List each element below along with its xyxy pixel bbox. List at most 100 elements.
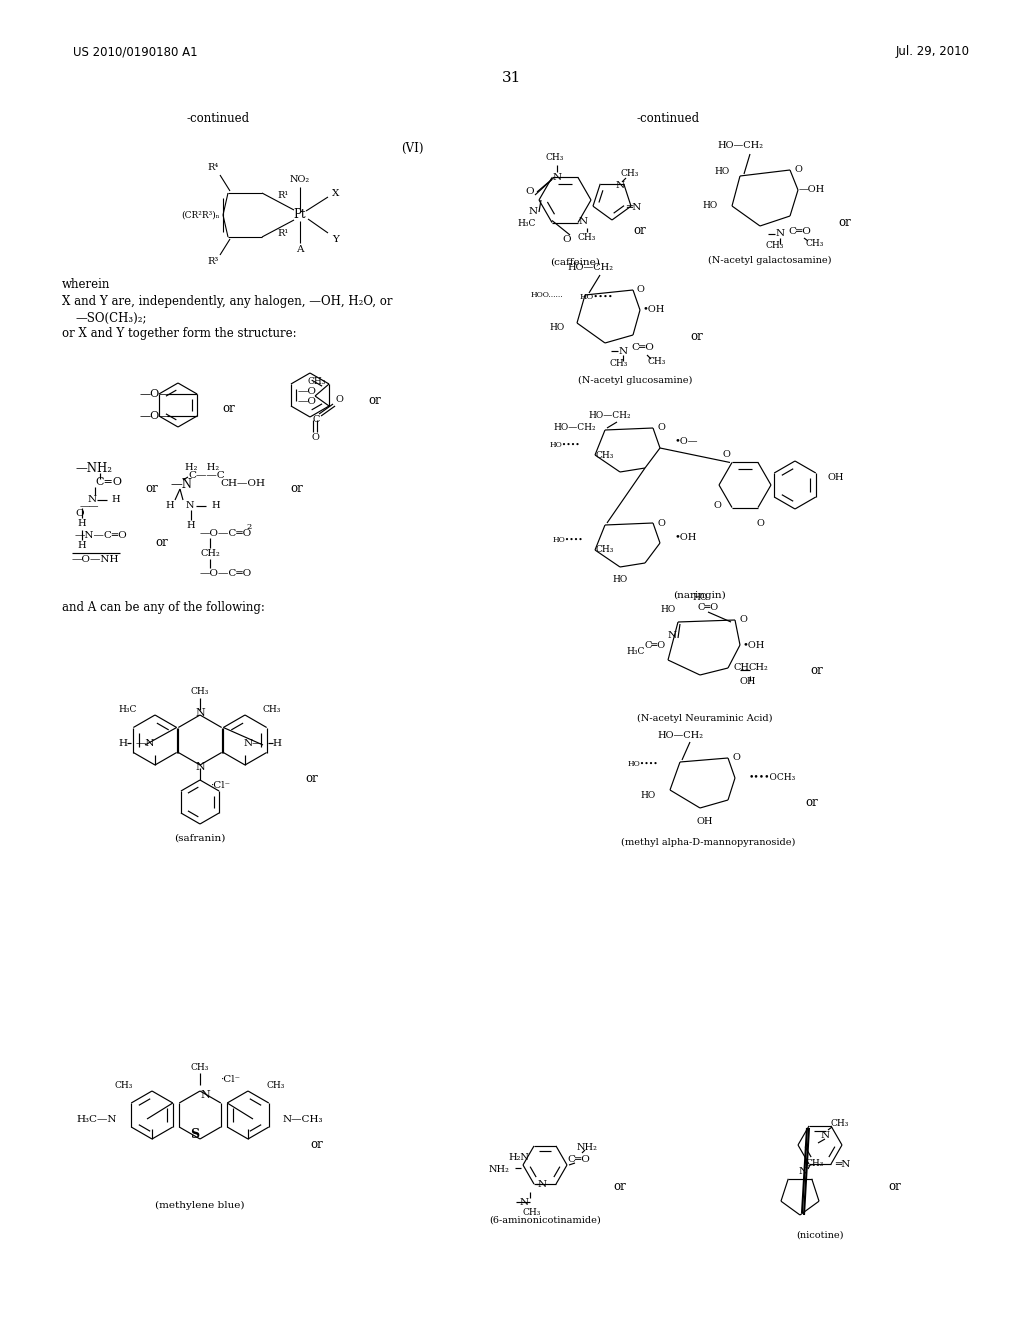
Text: HO: HO <box>692 594 708 602</box>
Text: CH₃: CH₃ <box>190 1063 209 1072</box>
Text: or: or <box>290 482 303 495</box>
Text: CH₃: CH₃ <box>267 1081 286 1089</box>
Text: C: C <box>312 414 319 424</box>
Text: O: O <box>732 754 740 763</box>
Text: H₂N: H₂N <box>509 1154 529 1163</box>
Text: N: N <box>579 218 588 227</box>
Text: •OH: •OH <box>643 305 666 314</box>
Text: —OH: —OH <box>799 186 825 194</box>
Text: HO••••: HO•••• <box>628 760 658 768</box>
Text: HO—CH₂: HO—CH₂ <box>717 141 763 150</box>
Text: O: O <box>713 500 721 510</box>
Text: CH: CH <box>734 664 750 672</box>
Text: ·Cl⁻: ·Cl⁻ <box>210 781 230 791</box>
Text: HO••••: HO•••• <box>549 441 580 449</box>
Text: CH₃: CH₃ <box>830 1118 849 1127</box>
Text: or: or <box>805 796 818 808</box>
Text: O: O <box>657 424 665 433</box>
Text: H: H <box>119 738 128 747</box>
Text: H: H <box>272 738 282 747</box>
Text: N—CH₃: N—CH₃ <box>283 1115 324 1125</box>
Text: or: or <box>368 393 381 407</box>
Text: CH—OH: CH—OH <box>220 479 265 488</box>
Text: H₃C: H₃C <box>627 648 645 656</box>
Text: or: or <box>888 1180 901 1193</box>
Text: CH₃: CH₃ <box>263 705 282 714</box>
Text: Y: Y <box>333 235 339 243</box>
Text: or: or <box>613 1180 626 1193</box>
Text: N—: N— <box>244 738 263 747</box>
Text: CH₃: CH₃ <box>578 234 596 243</box>
Text: 31: 31 <box>503 71 521 84</box>
Text: OH: OH <box>696 817 714 826</box>
Text: ═N: ═N <box>836 1159 851 1168</box>
Text: CH₂: CH₂ <box>200 549 220 558</box>
Text: HO••••: HO•••• <box>580 293 613 301</box>
Text: HO: HO <box>702 202 718 210</box>
Text: HO••••: HO•••• <box>552 536 583 544</box>
Text: NH₂: NH₂ <box>577 1143 597 1151</box>
Text: —O—NH: —O—NH <box>72 554 120 564</box>
Text: —SO(CH₃)₂;: —SO(CH₃)₂; <box>75 312 146 325</box>
Text: —N—C═O: —N—C═O <box>75 531 128 540</box>
Text: ——: —— <box>80 503 99 511</box>
Text: H: H <box>166 502 174 511</box>
Text: H₃C: H₃C <box>119 705 137 714</box>
Text: O: O <box>756 519 764 528</box>
Text: C——C: C——C <box>188 471 224 480</box>
Text: HO—CH₂: HO—CH₂ <box>554 424 596 433</box>
Text: •O—: •O— <box>675 437 698 446</box>
Text: HO: HO <box>612 576 628 585</box>
Text: HO: HO <box>641 791 656 800</box>
Text: CH₃: CH₃ <box>115 1081 133 1089</box>
Text: H: H <box>78 541 86 550</box>
Text: ••••OCH₃: ••••OCH₃ <box>749 774 797 783</box>
Text: C═O: C═O <box>697 603 719 612</box>
Text: (N-acetyl glucosamine): (N-acetyl glucosamine) <box>578 375 692 384</box>
Text: or: or <box>838 216 851 230</box>
Text: (caffeine): (caffeine) <box>550 257 600 267</box>
Text: O: O <box>311 433 319 442</box>
Text: N: N <box>538 1180 547 1188</box>
Text: CH₃: CH₃ <box>610 359 628 367</box>
Text: O: O <box>335 396 343 404</box>
Text: 2: 2 <box>247 523 252 531</box>
Text: R⁴: R⁴ <box>208 164 219 173</box>
Text: or X and Y together form the structure:: or X and Y together form the structure: <box>62 327 297 341</box>
Text: or: or <box>305 771 317 784</box>
Text: N: N <box>552 173 561 182</box>
Text: C=O: C=O <box>95 477 122 487</box>
Text: X and Y are, independently, any halogen, —OH, H₂O, or: X and Y are, independently, any halogen,… <box>62 296 392 309</box>
Text: HO—CH₂: HO—CH₂ <box>567 263 613 272</box>
Text: R³: R³ <box>208 257 219 267</box>
Text: H: H <box>186 521 196 531</box>
Text: CH₃: CH₃ <box>806 239 824 248</box>
Text: CH₃: CH₃ <box>596 545 614 554</box>
Text: —O—C═O: —O—C═O <box>200 528 252 537</box>
Text: H: H <box>111 495 120 504</box>
Text: OH: OH <box>827 473 844 482</box>
Text: C═O: C═O <box>567 1155 591 1164</box>
Text: or: or <box>690 330 702 343</box>
Text: C═O: C═O <box>644 640 666 649</box>
Text: (VI): (VI) <box>400 141 423 154</box>
Text: N: N <box>88 495 97 504</box>
Text: HOO......: HOO...... <box>530 290 563 300</box>
Text: CH₃: CH₃ <box>806 1159 824 1167</box>
Text: —O: —O <box>298 397 316 407</box>
Text: •OH: •OH <box>742 640 765 649</box>
Text: HO: HO <box>715 166 730 176</box>
Text: O: O <box>657 519 665 528</box>
Text: CH₃: CH₃ <box>546 153 564 162</box>
Text: O: O <box>636 285 644 294</box>
Text: -continued: -continued <box>637 111 699 124</box>
Text: ·Cl⁻: ·Cl⁻ <box>220 1074 240 1084</box>
Text: US 2010/0190180 A1: US 2010/0190180 A1 <box>73 45 198 58</box>
Text: C═O: C═O <box>632 343 654 352</box>
Text: —O—: —O— <box>139 389 171 399</box>
Text: CH₃: CH₃ <box>190 688 209 697</box>
Text: OH: OH <box>739 677 757 686</box>
Text: wherein: wherein <box>62 279 111 292</box>
Text: X: X <box>333 189 340 198</box>
Text: HO—CH₂: HO—CH₂ <box>589 411 632 420</box>
